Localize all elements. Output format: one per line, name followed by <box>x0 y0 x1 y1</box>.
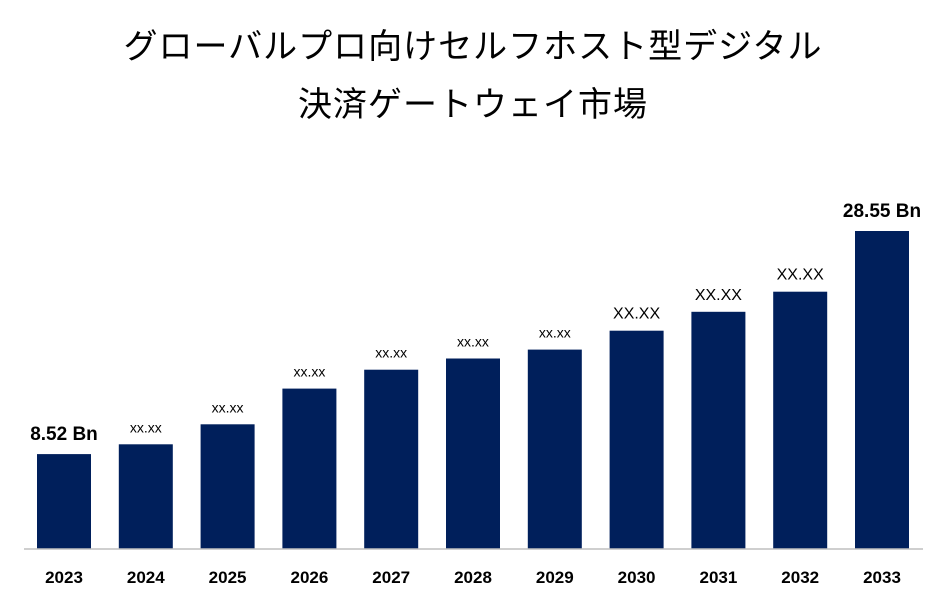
x-tick-label-2023: 2023 <box>45 568 83 587</box>
x-tick-label-2029: 2029 <box>536 568 574 587</box>
data-label-2032: XX.XX <box>777 267 824 284</box>
x-tick-label-2033: 2033 <box>863 568 901 587</box>
x-tick-label-2025: 2025 <box>209 568 247 587</box>
bar-2027 <box>364 369 419 549</box>
data-label-2031: XX.XX <box>695 287 742 304</box>
data-label-2023: 8.52 Bn <box>30 424 98 445</box>
bar-2031 <box>691 311 746 549</box>
data-label-2030: XX.XX <box>613 306 660 323</box>
data-label-2027: xx.xx <box>375 345 407 361</box>
bar-2033 <box>855 231 909 549</box>
data-label-2024: xx.xx <box>130 419 162 435</box>
chart-title-line-1: グローバルプロ向けセルフホスト型デジタル <box>123 27 823 67</box>
bar-2024 <box>118 444 173 549</box>
bar-2029 <box>527 349 582 549</box>
data-label-2029: xx.xx <box>539 325 571 341</box>
x-tick-label-2024: 2024 <box>127 568 165 587</box>
data-label-2025: xx.xx <box>212 399 244 415</box>
x-tick-label-2026: 2026 <box>290 568 328 587</box>
data-label-2026: xx.xx <box>293 364 325 380</box>
bar-2030 <box>609 330 664 549</box>
x-tick-label-2030: 2030 <box>618 568 656 587</box>
x-tick-label-2027: 2027 <box>372 568 410 587</box>
bar-2028 <box>446 358 500 549</box>
chart-title: グローバルプロ向けセルフホスト型デジタル 決済ゲートウェイ市場 <box>0 18 946 134</box>
bar-2023 <box>37 454 91 549</box>
x-tick-label-2028: 2028 <box>454 568 492 587</box>
bar-2032 <box>773 291 828 549</box>
bar-2026 <box>282 388 337 549</box>
chart-title-line-2: 決済ゲートウェイ市場 <box>298 85 648 125</box>
x-tick-label-2031: 2031 <box>699 568 737 587</box>
data-label-2028: xx.xx <box>457 334 489 350</box>
bar-2025 <box>200 424 255 549</box>
data-label-2033: 28.55 Bn <box>843 201 921 222</box>
x-tick-label-2032: 2032 <box>781 568 819 587</box>
